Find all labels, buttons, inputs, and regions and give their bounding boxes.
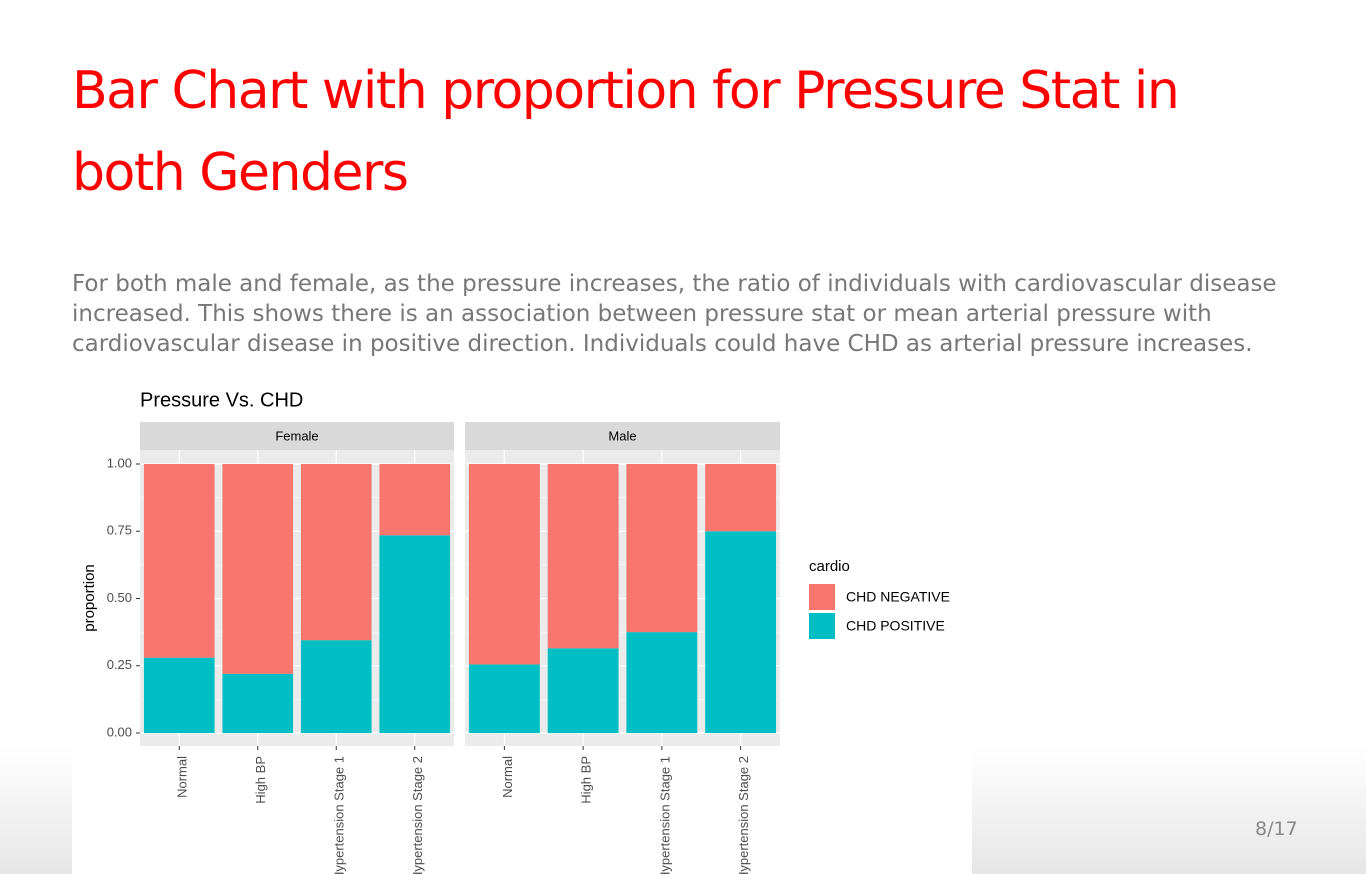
legend-label: CHD POSITIVE [846, 618, 945, 634]
bar [468, 664, 540, 733]
bar [547, 464, 619, 649]
bar [222, 464, 294, 674]
bar [222, 673, 294, 733]
strip [465, 422, 780, 450]
x-tick-label: High BP [253, 756, 268, 804]
bar [300, 640, 372, 733]
x-tick-label: High BP [579, 756, 594, 804]
legend-title: cardio [809, 558, 850, 575]
legend-key [809, 613, 835, 639]
x-tick-label: Normal [175, 756, 190, 798]
bar [626, 632, 698, 733]
facet-label: Female [275, 428, 318, 443]
bar [547, 648, 619, 733]
bar [468, 464, 540, 665]
bar [705, 464, 777, 532]
y-tick-label: 1.00 [107, 455, 132, 470]
x-tick-label: Hypertension Stage 1 [657, 756, 672, 874]
y-tick-label: 0.50 [107, 590, 132, 605]
x-tick-label: Hypertension Stage 2 [410, 756, 425, 874]
strip [140, 422, 454, 450]
x-tick-label: Hypertension Stage 1 [332, 756, 347, 874]
x-tick-label: Normal [500, 756, 515, 798]
bar [143, 657, 215, 733]
x-tick-label: Hypertension Stage 2 [736, 756, 751, 874]
chart-title: Pressure Vs. CHD [140, 389, 303, 411]
y-tick-label: 0.75 [107, 523, 132, 538]
slide-text: For both male and female, as the pressur… [72, 271, 1277, 357]
y-axis-label: proportion [81, 564, 98, 632]
bar [379, 464, 451, 536]
bar [626, 464, 698, 633]
legend-label: CHD NEGATIVE [846, 589, 950, 605]
facet-label: Male [608, 428, 636, 443]
slide-title: Bar Chart with proportion for Pressure S… [72, 61, 1180, 203]
bar [379, 535, 451, 733]
y-tick-label: 0.25 [107, 657, 132, 672]
y-tick-label: 0.00 [107, 724, 132, 739]
legend-key [809, 584, 835, 610]
page-number: 8/17 [1255, 818, 1298, 840]
bar [705, 531, 777, 733]
bar [300, 464, 372, 641]
bar [143, 464, 215, 658]
